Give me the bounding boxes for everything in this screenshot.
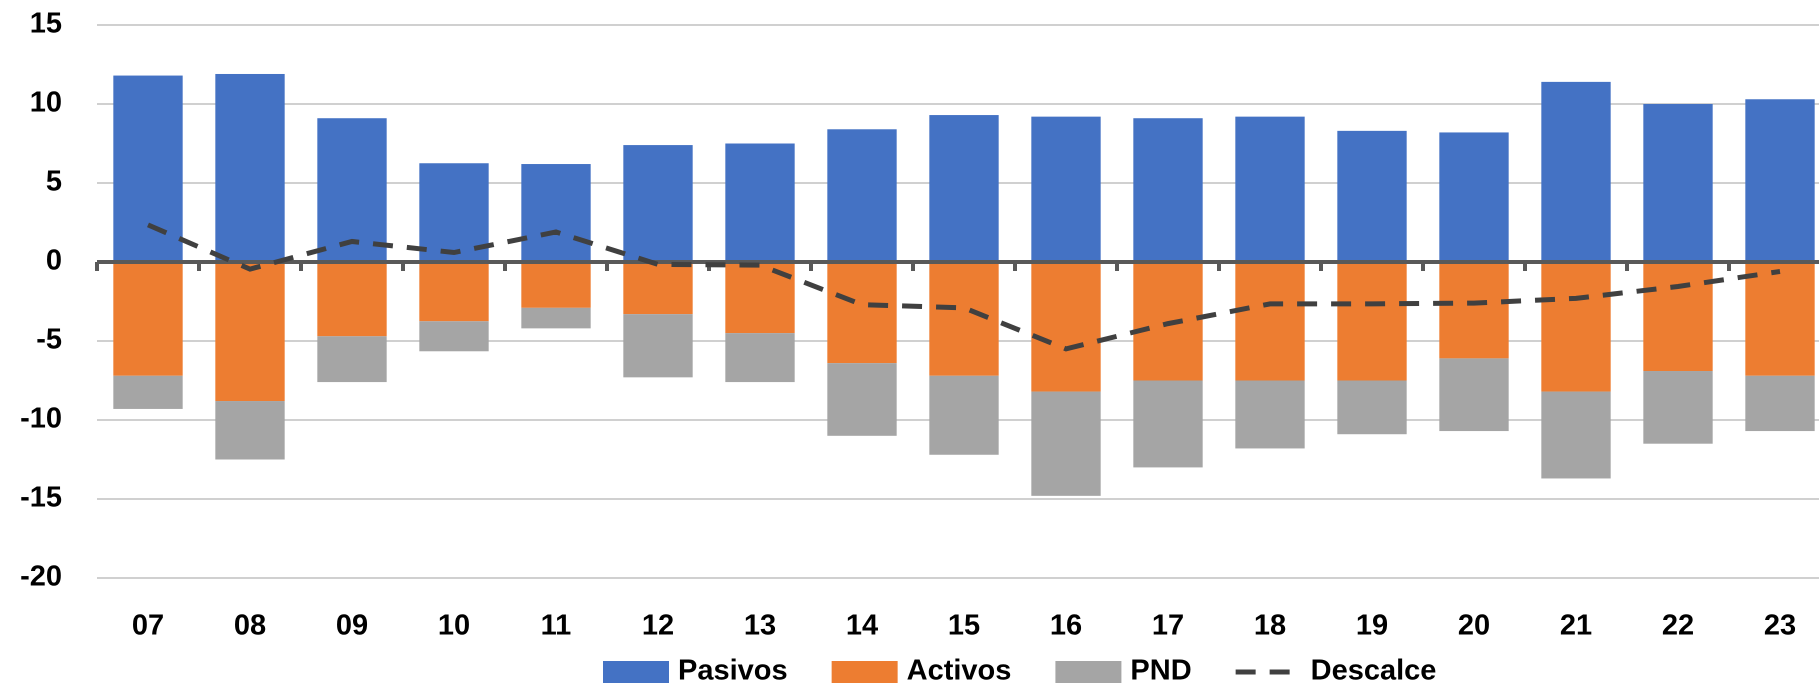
bar: [1643, 371, 1713, 444]
bar: [725, 333, 795, 383]
bar: [1337, 262, 1407, 381]
bar: [1133, 118, 1203, 262]
bar: [317, 336, 387, 383]
bar: [1031, 391, 1101, 496]
x-tick-label: 22: [1662, 610, 1694, 642]
bar: [929, 115, 999, 262]
bar: [1541, 391, 1611, 479]
y-tick-label: -15: [20, 482, 62, 514]
bar: [1439, 358, 1509, 432]
bar: [215, 262, 285, 402]
bar: [113, 75, 183, 262]
x-tick-label: 12: [642, 610, 674, 642]
bar: [317, 118, 387, 262]
bar: [827, 129, 897, 262]
bar: [113, 262, 183, 376]
legend-label: Pasivos: [678, 655, 788, 685]
x-tick-label: 17: [1152, 610, 1184, 642]
bar: [929, 375, 999, 455]
bar: [215, 401, 285, 460]
x-tick-label: 13: [744, 610, 776, 642]
legend-label: Descalce: [1311, 655, 1437, 685]
bar: [521, 164, 591, 262]
x-tick-label: 19: [1356, 610, 1388, 642]
x-tick-label: 21: [1560, 610, 1592, 642]
bar: [521, 307, 591, 329]
x-tick-label: 08: [234, 610, 266, 642]
bar: [419, 321, 489, 352]
bar: [113, 375, 183, 409]
bar: [419, 262, 489, 322]
line: [147, 222, 1781, 352]
y-tick-label: 5: [46, 166, 62, 198]
bar: [521, 262, 591, 308]
bar: [1439, 262, 1509, 359]
legend-swatch: [831, 661, 898, 683]
x-tick-label: 18: [1254, 610, 1286, 642]
legend-swatch: [603, 661, 669, 683]
x-tick-label: 20: [1458, 610, 1490, 642]
x-tick-label: 15: [948, 610, 980, 642]
y-tick-label: 0: [46, 245, 62, 277]
bar: [1643, 104, 1713, 262]
bar: [215, 73, 285, 262]
bar: [1439, 132, 1509, 262]
bar: [1541, 81, 1611, 262]
bar: [1745, 375, 1815, 432]
bar: [317, 262, 387, 337]
bar: [1541, 262, 1611, 392]
bar: [827, 363, 897, 436]
legend-label: PND: [1130, 655, 1191, 685]
bar: [623, 314, 693, 378]
x-tick-label: 07: [132, 610, 164, 642]
x-tick-label: 16: [1050, 610, 1082, 642]
legend-label: Activos: [907, 655, 1012, 685]
y-tick-label: 10: [30, 87, 62, 119]
x-tick-label: 09: [336, 610, 368, 642]
y-tick-label: 15: [30, 8, 62, 40]
bar: [1235, 380, 1305, 449]
bar: [1337, 380, 1407, 435]
bar: [1235, 262, 1305, 381]
bar: [1337, 130, 1407, 262]
bar: [1133, 380, 1203, 468]
bar: [623, 262, 693, 315]
y-tick-label: -5: [36, 324, 62, 356]
bar: [1745, 99, 1815, 262]
bar: [929, 262, 999, 376]
bar: [623, 145, 693, 262]
bar: [1031, 262, 1101, 392]
x-tick-label: 10: [438, 610, 470, 642]
bar: [725, 143, 795, 262]
x-tick-label: 14: [846, 610, 878, 642]
bar: [1745, 262, 1815, 376]
legend-swatch: [1055, 661, 1122, 683]
bar: [1643, 262, 1713, 372]
bar: [827, 262, 897, 364]
y-tick-label: -20: [20, 561, 62, 593]
x-tick-label: 23: [1764, 610, 1796, 642]
x-tick-label: 11: [541, 610, 572, 642]
bar: [1235, 116, 1305, 262]
bar: [1031, 116, 1101, 262]
y-tick-label: -10: [20, 403, 62, 435]
